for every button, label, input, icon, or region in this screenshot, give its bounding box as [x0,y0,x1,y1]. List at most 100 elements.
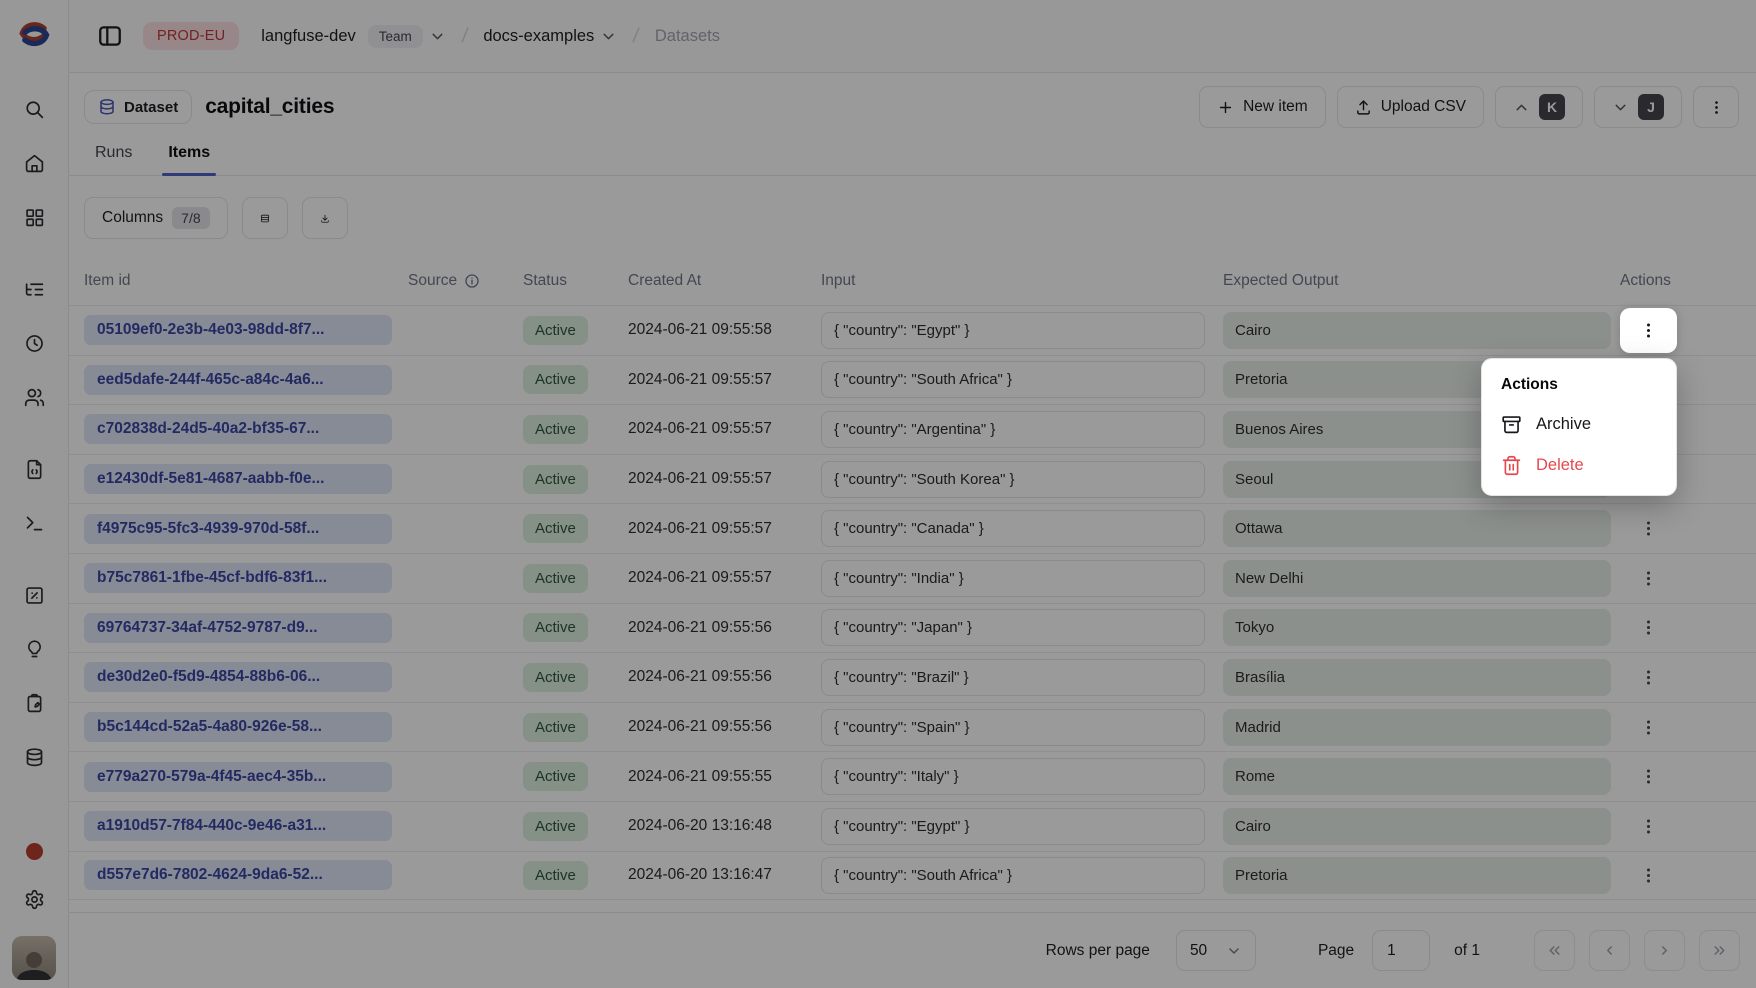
page-label: Page [1317,941,1355,959]
rows-per-page-select[interactable]: 50 [1175,930,1256,971]
status-badge: Active [523,514,588,544]
column-header-expected-output: Expected Output [1223,272,1339,289]
sidebar-toggle-button[interactable] [93,19,127,53]
prev-page-button[interactable] [1589,930,1630,971]
sidebar-item-search[interactable] [15,90,53,128]
row-actions-button[interactable] [1620,804,1677,849]
item-id-pill[interactable]: eed5dafe-244f-465c-a84c-4a6... [84,364,392,395]
sidebar-item-datasets[interactable] [15,738,53,776]
prev-item-shortcut-button[interactable]: K [1495,86,1583,128]
environment-badge: PROD-EU [143,22,240,50]
status-badge: Active [523,613,588,643]
row-height-button[interactable] [241,197,288,239]
sidebar-item-annotation[interactable] [15,684,53,722]
chevron-right-icon [1661,946,1668,955]
sidebar-item-playground[interactable] [15,504,53,542]
item-id-pill[interactable]: 69764737-34af-4752-9787-d9... [84,612,392,643]
table-row[interactable]: f4975c95-5fc3-4939-970d-58f... Active 2024… [69,503,1756,553]
org-switcher-button[interactable] [429,28,446,45]
sidebar-item-users[interactable] [15,378,53,416]
item-id-pill[interactable]: c702838d-24d5-40a2-bf35-67... [84,414,392,445]
page-number-input[interactable] [1372,930,1431,971]
row-actions-button[interactable] [1620,556,1677,601]
next-page-button[interactable] [1644,930,1685,971]
row-actions-button[interactable] [1620,307,1677,353]
item-id-pill[interactable]: b75c7861-1fbe-45cf-bdf6-83f1... [84,563,392,594]
breadcrumb-separator: / [460,24,469,47]
row-actions-button[interactable] [1620,605,1677,650]
new-item-button[interactable]: New item [1199,86,1326,128]
kebab-menu-icon [1646,571,1651,586]
table-row[interactable]: b5c144cd-52a5-4a80-926e-58... Active 2024-… [69,701,1756,752]
key-k-badge: K [1539,94,1565,120]
breadcrumb-project[interactable]: docs-examples [483,26,595,45]
info-icon[interactable] [464,273,480,289]
key-j-badge: J [1638,94,1664,120]
item-id-pill[interactable]: b5c144cd-52a5-4a80-926e-58... [84,712,392,743]
table-row[interactable]: e779a270-579a-4f45-aec4-35b... Active 2024… [69,751,1756,801]
item-id-pill[interactable]: de30d2e0-f5d9-4854-88b6-06... [84,662,392,693]
expected-output-cell: Tokyo [1223,609,1611,647]
input-cell: { "country": "South Korea" } [821,460,1205,498]
notification-dot-icon[interactable] [25,843,43,860]
created-at-cell: 2024-06-21 09:55:55 [628,767,772,785]
sidebar-item-tracing[interactable] [15,270,53,308]
sidebar-item-dashboards[interactable] [15,198,53,236]
sidebar-item-sessions[interactable] [15,324,53,362]
menu-title: Actions [1501,375,1558,393]
sidebar-item-prompts[interactable] [15,450,53,488]
row-actions-button[interactable] [1620,655,1677,700]
tab-items[interactable]: Items [162,144,216,176]
terminal-icon [26,516,42,530]
panel-left-icon [99,26,121,46]
column-header-item-id: Item id [84,272,131,289]
chevrons-left-icon [1549,946,1560,955]
item-id-pill[interactable]: e12430df-5e81-4687-aabb-f0e... [84,464,392,495]
database-icon [100,99,114,115]
table-row[interactable]: d557e7d6-7802-4624-9da6-52... Active 2024-… [69,850,1756,901]
sidebar-item-scores[interactable] [15,576,53,614]
row-actions-button[interactable] [1620,506,1677,551]
last-page-button[interactable] [1699,930,1740,971]
row-actions-button[interactable] [1620,705,1677,750]
column-header-source: Source [408,272,523,290]
dataset-actions-button[interactable] [1693,86,1739,128]
chevron-left-icon [1606,946,1613,955]
first-page-button[interactable] [1534,930,1575,971]
item-id-pill[interactable]: d557e7d6-7802-4624-9da6-52... [84,860,392,891]
menu-item-archive[interactable]: Archive [1491,404,1667,445]
upload-csv-button[interactable]: Upload CSV [1336,86,1484,128]
input-cell: { "country": "India" } [821,559,1205,597]
table-row[interactable]: a1910d57-7f84-440c-9e46-a31... Active 2024… [69,800,1756,851]
table-row[interactable]: de30d2e0-f5d9-4854-88b6-06... Active 2024-… [69,652,1756,702]
input-cell: { "country": "Egypt" } [821,311,1205,349]
expected-output-cell: Cairo [1223,807,1611,845]
row-actions-button[interactable] [1620,853,1677,898]
next-item-shortcut-button[interactable]: J [1594,86,1682,128]
menu-item-delete[interactable]: Delete [1491,445,1667,486]
user-avatar[interactable] [12,936,56,980]
row-actions-menu: Actions Archive Delete [1481,357,1677,496]
item-id-pill[interactable]: f4975c95-5fc3-4939-970d-58f... [84,513,392,544]
chevron-down-icon [603,33,614,39]
org-type-badge: Team [367,24,423,48]
sidebar-item-settings[interactable] [15,880,53,918]
kebab-menu-icon [1646,769,1651,784]
rows-icon [260,214,269,222]
row-actions-button[interactable] [1620,754,1677,799]
item-id-pill[interactable]: 05109ef0-2e3b-4e03-98dd-8f7... [84,315,392,346]
database-icon [26,747,42,766]
item-id-pill[interactable]: a1910d57-7f84-440c-9e46-a31... [84,811,392,842]
breadcrumb-org[interactable]: langfuse-dev [261,26,356,45]
export-button[interactable] [301,197,348,239]
table-row[interactable]: b75c7861-1fbe-45cf-bdf6-83f1... Active 202… [69,552,1756,603]
project-switcher-button[interactable] [600,28,617,45]
tab-runs[interactable]: Runs [95,144,133,161]
expected-output-cell: Ottawa [1223,510,1611,548]
sidebar-item-evaluators[interactable] [15,630,53,668]
table-row[interactable]: 05109ef0-2e3b-4e03-98dd-8f7... Active 2024… [69,305,1756,355]
item-id-pill[interactable]: e779a270-579a-4f45-aec4-35b... [84,761,392,792]
columns-button[interactable]: Columns 7/8 [84,197,228,239]
table-row[interactable]: 69764737-34af-4752-9787-d9... Active 2024-… [69,602,1756,653]
sidebar-item-home[interactable] [15,144,53,182]
